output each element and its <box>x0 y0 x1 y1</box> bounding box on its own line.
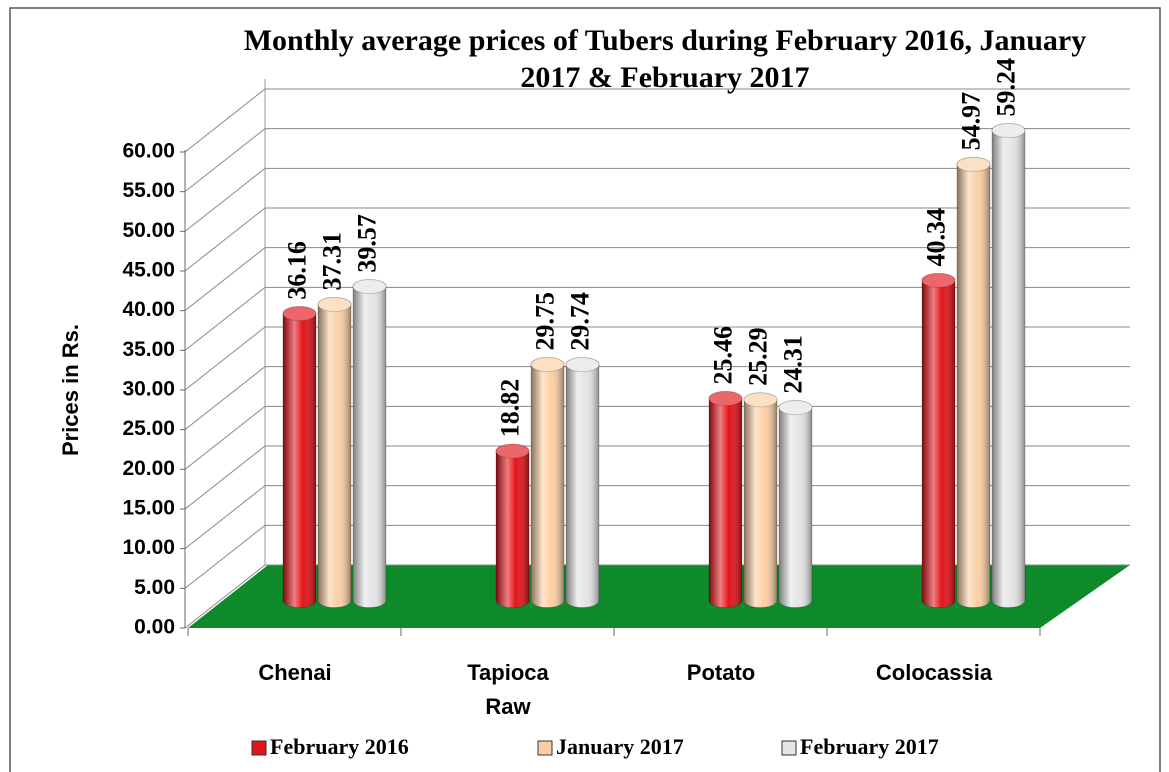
bar-shade <box>566 357 599 608</box>
bar-top <box>921 272 956 288</box>
bar-top-shade <box>957 157 990 172</box>
bar-top <box>352 279 387 295</box>
y-tick-label: 5.00 <box>134 576 175 599</box>
value-label: 40.34 <box>921 208 950 267</box>
y-tick-label: 15.00 <box>122 497 175 520</box>
bar-top <box>778 400 813 416</box>
y-tick-label: 50.00 <box>122 219 175 242</box>
value-label: 25.46 <box>708 326 737 385</box>
bar-shade <box>318 297 351 608</box>
grid-line <box>184 366 266 431</box>
grid-line <box>184 485 266 550</box>
bar-shade <box>496 444 529 608</box>
value-label: 36.16 <box>282 241 311 300</box>
grid-line <box>184 167 266 232</box>
grid-line <box>184 247 266 312</box>
value-label: 29.74 <box>565 292 594 351</box>
y-axis-title: Prices in Rs. <box>58 324 83 456</box>
bar-top <box>317 297 352 313</box>
bar-top <box>282 306 317 322</box>
value-label: 37.31 <box>317 232 346 291</box>
bar-top-shade <box>566 357 599 372</box>
legend-swatch <box>537 740 553 756</box>
bar-shade <box>531 357 564 608</box>
grid-line <box>184 286 266 351</box>
bar-top <box>530 356 565 372</box>
y-tick-label: 25.00 <box>122 417 175 440</box>
bar-top-shade <box>353 279 386 294</box>
legend-label: February 2016 <box>270 734 409 759</box>
x-tick-label: Tapioca Raw <box>467 660 549 719</box>
x-tick-label: Chenai <box>258 660 332 685</box>
bar-shade <box>992 123 1025 608</box>
bar-top-shade <box>709 391 742 406</box>
bar-top-shade <box>922 273 955 288</box>
value-label: 54.97 <box>956 92 985 151</box>
bar-top <box>743 392 778 408</box>
grid-line <box>184 207 266 272</box>
y-tick-label: 30.00 <box>122 378 175 401</box>
bar-shade <box>922 273 955 608</box>
grid-line <box>184 88 266 153</box>
frame <box>9 7 1161 772</box>
value-label: 24.31 <box>778 335 807 394</box>
bar-shade <box>283 306 316 608</box>
bar-top <box>956 156 991 172</box>
y-tick-label: 45.00 <box>122 259 175 282</box>
bar-shade <box>957 157 990 608</box>
bar-shade <box>709 391 742 608</box>
legend-label: February 2017 <box>800 734 939 759</box>
y-tick-label: 10.00 <box>122 536 175 559</box>
bar-top-shade <box>283 306 316 321</box>
grid-line <box>184 564 266 629</box>
grid-line <box>184 445 266 510</box>
y-tick-label: 0.00 <box>134 616 175 639</box>
value-label: 59.24 <box>991 58 1020 117</box>
value-label: 39.57 <box>352 214 381 273</box>
y-tick-label: 55.00 <box>122 179 175 202</box>
bar-top <box>565 357 600 373</box>
value-label: 29.75 <box>530 292 559 351</box>
bar-top-shade <box>496 444 529 459</box>
bar-top-shade <box>531 357 564 372</box>
bar-top <box>495 443 530 459</box>
x-tick-label: Colocassia <box>875 660 993 685</box>
bar-shade <box>353 279 386 608</box>
legend-label: January 2017 <box>556 734 684 759</box>
legend-swatch <box>251 740 267 756</box>
bar-top <box>708 391 743 407</box>
bar-top <box>991 123 1026 139</box>
bar-shade <box>779 400 813 608</box>
value-label: 25.29 <box>743 327 772 386</box>
y-tick-label: 35.00 <box>122 338 175 361</box>
y-tick-label: 60.00 <box>122 140 175 163</box>
x-tick-label: Potato <box>686 660 756 685</box>
bar-top-shade <box>318 297 351 312</box>
bar-shade <box>744 392 777 608</box>
y-tick-label: 40.00 <box>122 298 175 321</box>
grid-line <box>184 405 266 470</box>
grid-line <box>184 128 266 193</box>
legend-swatch <box>781 740 797 756</box>
floor <box>188 565 1130 628</box>
bar-top-shade <box>744 392 777 407</box>
chart-title: Monthly average prices of Tubers during … <box>243 24 1087 94</box>
value-label: 18.82 <box>495 379 524 438</box>
y-tick-label: 20.00 <box>122 457 175 480</box>
bar-top-shade <box>992 123 1025 138</box>
grid-line <box>184 326 266 391</box>
grid-line <box>184 524 266 589</box>
bar-top-shade <box>779 400 812 415</box>
